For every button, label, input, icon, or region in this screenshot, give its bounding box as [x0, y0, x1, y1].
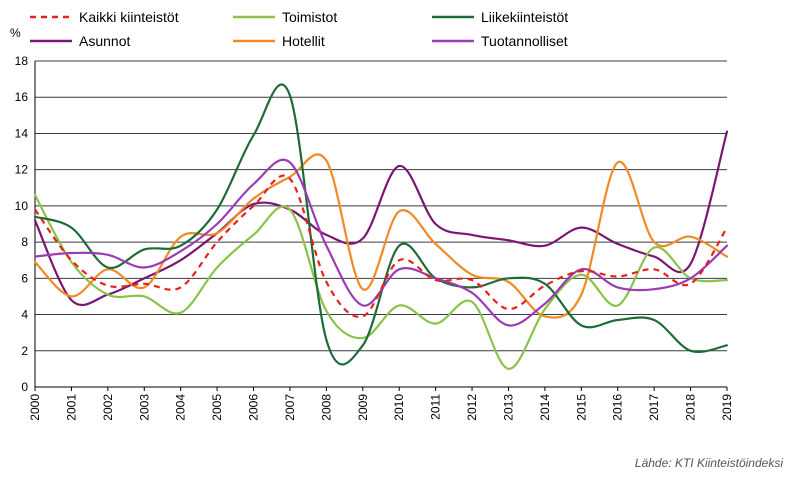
y-tick-label: 16 — [15, 90, 29, 104]
legend-label-asunnot: Asunnot — [79, 33, 130, 49]
series-lines — [33, 83, 729, 370]
y-tick-label: 14 — [15, 126, 29, 140]
x-tick-label: 2001 — [64, 394, 78, 421]
x-tick-label: 2003 — [137, 394, 151, 421]
y-tick-label: 8 — [21, 235, 28, 249]
y-axis-ticks: 0 2 4 6 8 10 12 14 16 18 — [15, 54, 29, 394]
x-tick-label: 2016 — [611, 394, 625, 421]
legend-label-toimistot: Toimistot — [282, 9, 337, 25]
x-tick-label: 2004 — [174, 394, 188, 421]
x-tick-label: 2000 — [28, 394, 42, 421]
legend-label-tuotannolliset: Tuotannolliset — [481, 33, 568, 49]
x-tick-label: 2009 — [356, 394, 370, 421]
x-tick-label: 2018 — [684, 394, 698, 421]
axes — [34, 61, 727, 388]
x-tick-label: 2014 — [538, 394, 552, 421]
y-tick-label: 4 — [21, 308, 28, 322]
series-line-toimistot — [33, 193, 729, 370]
legend-label-kaikki-kiinteist-t: Kaikki kiinteistöt — [79, 9, 179, 25]
x-tick-label: 2012 — [465, 394, 479, 421]
x-axis-ticks: 2000 2001 2002 2003 2004 2005 2006 2007 2008 2009… — [28, 387, 734, 421]
series-line-kaikki-kiinteist-t — [34, 174, 728, 318]
x-tick-label: 2006 — [247, 394, 261, 421]
y-tick-label: 6 — [21, 271, 28, 285]
x-tick-label: 2008 — [319, 394, 333, 421]
x-tick-label: 2015 — [574, 394, 588, 421]
legend-label-liikekiinteist-t: Liikekiinteistöt — [481, 9, 568, 25]
series-line-tuotannolliset — [33, 158, 729, 327]
series-line-asunnot — [33, 130, 729, 307]
y-tick-label: 0 — [21, 380, 28, 394]
x-tick-label: 2007 — [283, 394, 297, 421]
y-tick-label: 2 — [21, 344, 28, 358]
y-axis-unit-label: % — [10, 26, 21, 40]
series-line-liikekiinteist-t — [33, 83, 729, 366]
source-note: Lähde: KTI Kiinteistöindeksi — [635, 456, 783, 470]
grid-lines — [35, 60, 727, 352]
x-tick-label: 2013 — [501, 394, 515, 421]
x-tick-label: 2019 — [720, 394, 734, 421]
legend-label-hotellit: Hotellit — [282, 33, 325, 49]
x-tick-label: 2017 — [647, 394, 661, 421]
y-tick-label: 18 — [15, 54, 29, 68]
x-tick-label: 2011 — [429, 394, 443, 420]
series-line-hotellit — [33, 153, 729, 319]
y-tick-label: 12 — [15, 163, 29, 177]
y-tick-label: 10 — [15, 199, 29, 213]
legend: Kaikki kiinteistöt Asunnot Toimistot Hotell… — [30, 9, 568, 49]
x-tick-label: 2005 — [210, 394, 224, 421]
x-tick-label: 2002 — [101, 394, 115, 421]
x-tick-label: 2010 — [392, 394, 406, 421]
